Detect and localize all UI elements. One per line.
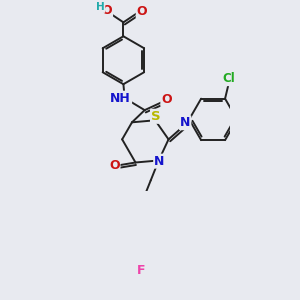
Text: NH: NH <box>110 92 131 105</box>
Text: O: O <box>109 159 119 172</box>
Text: O: O <box>101 4 112 17</box>
Text: H: H <box>96 2 104 12</box>
Text: Cl: Cl <box>223 72 236 85</box>
Text: O: O <box>137 5 147 18</box>
Text: F: F <box>137 264 146 277</box>
Text: N: N <box>180 116 190 129</box>
Text: O: O <box>161 93 172 106</box>
Text: N: N <box>154 154 164 168</box>
Text: S: S <box>151 110 161 123</box>
